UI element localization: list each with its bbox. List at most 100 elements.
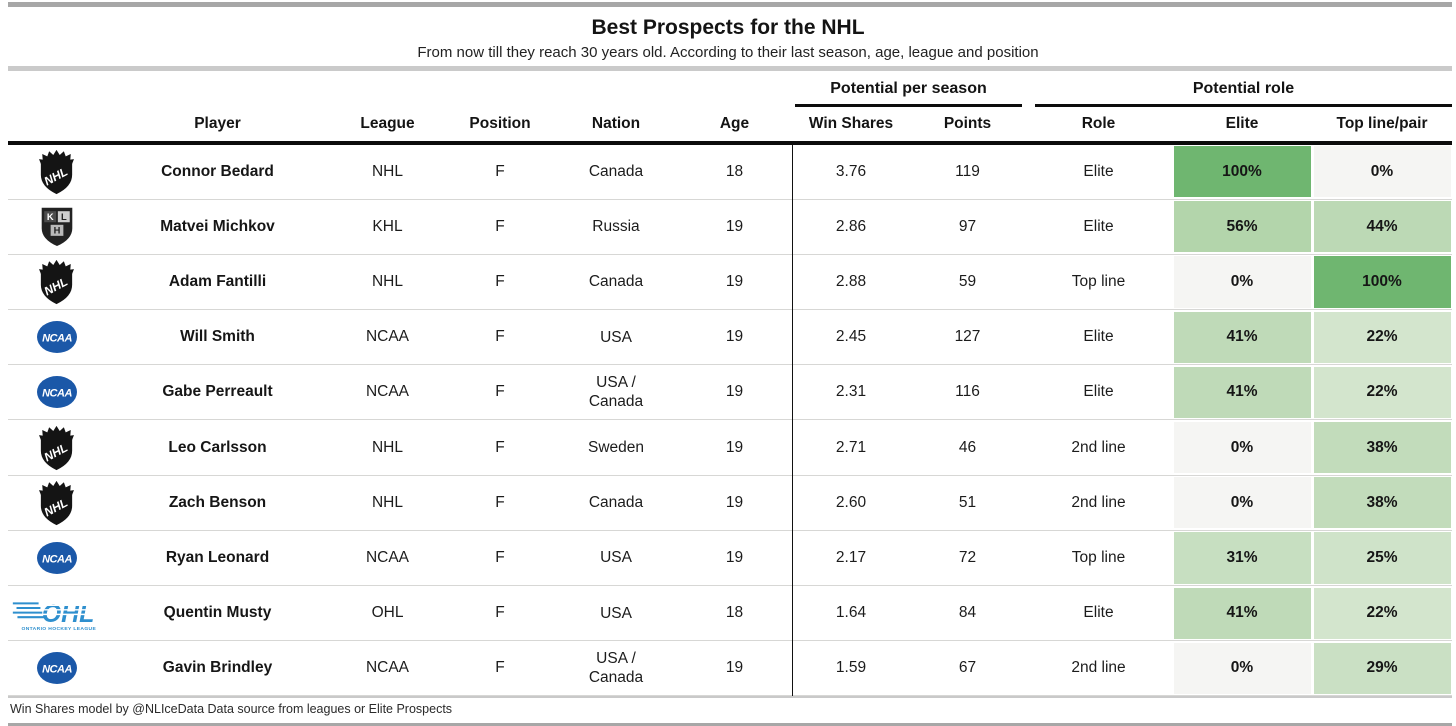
ncaa-disc-icon: NCAA [36, 652, 77, 685]
nhl-league-logo-icon: NHL [8, 476, 105, 530]
table-body: NHL Connor Bedard NHL F Canada 18 3.76 119 Elit… [8, 144, 1452, 697]
elite-percentage-cell: 0% [1172, 255, 1312, 309]
ncaa-league-logo-icon: NCAA [8, 365, 105, 419]
elite-percentage-cell: 41% [1172, 310, 1312, 364]
role-value: Elite [1083, 162, 1114, 180]
svg-text:ONTARIO HOCKEY LEAGUE: ONTARIO HOCKEY LEAGUE [21, 626, 96, 632]
elite-percentage-cell: 56% [1172, 200, 1312, 254]
page-subtitle: From now till they reach 30 years old. A… [417, 44, 1039, 61]
role-value: Top line [1071, 548, 1126, 566]
player-name: Gabe Perreault [162, 383, 273, 401]
age-value: 19 [725, 493, 744, 511]
table-bottom-rule [8, 696, 1452, 699]
nation-value: USA [600, 328, 632, 346]
table-row: NHL Zach Benson NHL F Canada 19 2.60 51 2nd lin… [8, 476, 1452, 531]
table-row: NHL Leo Carlsson NHL F Sweden 19 2.71 46 2nd li… [8, 420, 1452, 476]
league-value: NHL [371, 272, 403, 290]
points-value: 116 [955, 383, 980, 401]
role-value: Elite [1083, 217, 1114, 235]
role-value: Elite [1083, 328, 1114, 346]
ncaa-disc-icon: NCAA [36, 376, 77, 409]
column-header-league: League [360, 115, 415, 132]
win-shares-value: 2.86 [835, 217, 867, 235]
position-value: F [495, 328, 505, 346]
subtitle-divider-bar [8, 66, 1452, 71]
position-value: F [495, 217, 505, 235]
top-line-pair-percentage-cell: 22% [1312, 365, 1452, 419]
nhl-league-logo-icon: NHL [8, 255, 105, 309]
position-value: F [495, 604, 505, 622]
svg-text:H: H [53, 226, 60, 236]
role-value: 2nd line [1071, 659, 1126, 677]
svg-text:L: L [60, 212, 66, 222]
ncaa-league-logo-icon: NCAA [8, 310, 105, 364]
table-row: NHL Adam Fantilli NHL F Canada 19 2.88 59 Top l… [8, 255, 1452, 311]
table-row: NCAA Gavin Brindley NCAA F USA / Canada 19 1.… [8, 641, 1452, 697]
win-shares-value: 3.76 [835, 162, 867, 180]
player-name: Will Smith [180, 328, 255, 346]
group-header-row: Potential per season Potential role [8, 71, 1452, 107]
league-value: NCAA [365, 383, 410, 401]
khl-league-logo-icon: K L H [8, 200, 105, 254]
column-header-age: Age [719, 115, 750, 132]
nation-value: Canada [588, 494, 644, 512]
age-value: 19 [725, 217, 744, 235]
column-header-points: Points [943, 115, 992, 132]
top-line-pair-percentage-cell: 44% [1312, 200, 1452, 254]
position-value: F [495, 659, 505, 677]
table-row: NCAA Ryan Leonard NCAA F USA 19 2.17 72 Top lin… [8, 531, 1452, 586]
win-shares-value: 1.64 [835, 604, 867, 622]
table-row: NCAA Gabe Perreault NCAA F USA / Canada 19 2.… [8, 365, 1452, 421]
column-header-position: Position [469, 115, 531, 132]
nhl-shield-icon: NHL [39, 149, 74, 194]
age-value: 18 [725, 162, 744, 180]
player-name: Ryan Leonard [165, 548, 270, 566]
league-value: NCAA [365, 548, 410, 566]
nation-value: USA / Canada [588, 374, 644, 411]
top-line-pair-percentage-cell: 38% [1312, 476, 1452, 530]
position-value: F [495, 383, 505, 401]
points-value: 127 [954, 328, 981, 346]
page-title: Best Prospects for the NHL [591, 16, 865, 39]
table-row: OHL ONTARIO HOCKEY LEAGUE Quentin Musty O… [8, 586, 1452, 642]
svg-text:NCAA: NCAA [42, 553, 72, 565]
age-value: 19 [725, 383, 744, 401]
ohl-wordmark-icon: OHL ONTARIO HOCKEY LEAGUE [12, 600, 96, 632]
position-value: F [495, 162, 505, 180]
position-value: F [495, 493, 505, 511]
ncaa-disc-icon: NCAA [36, 321, 77, 354]
nation-value: USA [600, 604, 632, 622]
age-value: 19 [725, 548, 744, 566]
elite-percentage-cell: 31% [1172, 531, 1312, 585]
top-line-pair-percentage-cell: 22% [1312, 586, 1452, 640]
top-border-bar [8, 2, 1452, 7]
player-name: Adam Fantilli [168, 272, 267, 290]
elite-percentage-cell: 0% [1172, 476, 1312, 530]
player-name: Quentin Musty [163, 604, 272, 622]
age-winshares-divider-line [792, 144, 793, 697]
table-row: K L H Matvei Michkov KHL F Russia 19 2.86 97 El… [8, 200, 1452, 255]
points-value: 97 [958, 217, 977, 235]
header-bottom-rule [8, 141, 1452, 145]
elite-percentage-cell: 41% [1172, 586, 1312, 640]
player-name: Leo Carlsson [168, 438, 267, 456]
top-line-pair-percentage-cell: 38% [1312, 420, 1452, 474]
nation-value: Canada [588, 163, 644, 181]
league-value: NHL [371, 438, 403, 456]
win-shares-value: 2.88 [835, 272, 867, 290]
win-shares-value: 2.71 [835, 438, 867, 456]
age-value: 19 [725, 659, 744, 677]
svg-text:NCAA: NCAA [42, 333, 72, 345]
role-value: Elite [1083, 383, 1114, 401]
win-shares-value: 1.59 [835, 659, 867, 677]
points-value: 119 [955, 162, 980, 180]
column-header-elite: Elite [1225, 115, 1259, 132]
elite-percentage-cell: 100% [1172, 145, 1312, 199]
column-header-role: Role [1081, 115, 1116, 132]
top-line-pair-percentage-cell: 25% [1312, 531, 1452, 585]
ncaa-disc-icon: NCAA [36, 541, 77, 574]
nhl-shield-icon: NHL [39, 480, 74, 525]
elite-percentage-cell: 0% [1172, 641, 1312, 695]
role-value: Elite [1083, 604, 1114, 622]
column-header-top-line-pair: Top line/pair [1336, 115, 1428, 132]
